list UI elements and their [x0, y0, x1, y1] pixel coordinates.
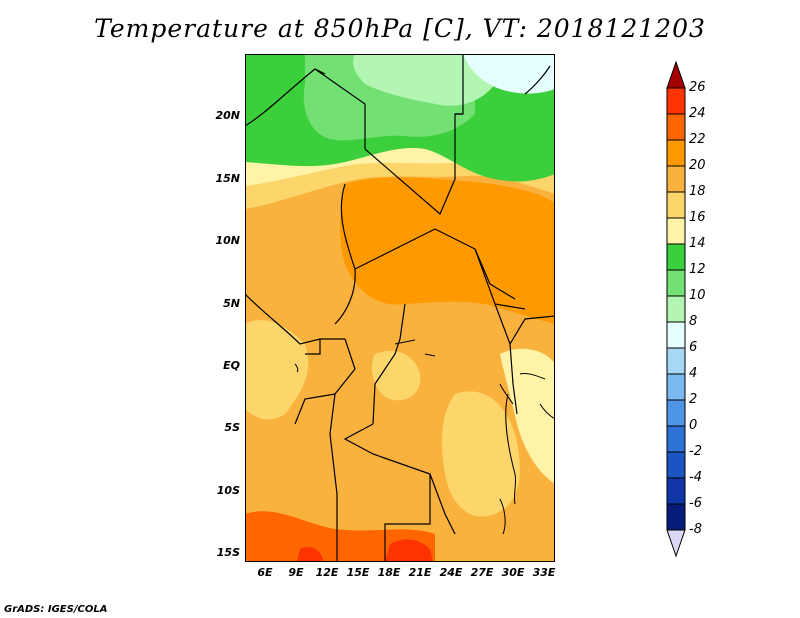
y-tick-5s: 5S — [224, 421, 240, 434]
x-tick-18e: 18E — [377, 566, 401, 579]
field-orange-dark-south — [245, 511, 435, 562]
colorbar-swatch-4-6 — [666, 347, 686, 375]
colorbar-label-6: 6 — [689, 340, 698, 355]
country-borders — [245, 54, 555, 562]
colorbar-top-arrow — [666, 60, 686, 89]
colorbar-label-m6: -6 — [689, 496, 702, 511]
y-tick-15s: 15S — [216, 546, 240, 559]
colorbar-label-14: 14 — [689, 236, 706, 251]
colorbar-swatch-8-10 — [666, 295, 686, 323]
colorbar-label-m4: -4 — [689, 470, 702, 485]
x-tick-15e: 15E — [346, 566, 370, 579]
colorbar-label-10: 10 — [689, 288, 706, 303]
y-tick-15n: 15N — [215, 172, 240, 185]
colorbar-swatch-2-4 — [666, 373, 686, 401]
colorbar-label-4: 4 — [689, 366, 698, 381]
field-orange — [340, 177, 555, 324]
x-tick-30e: 30E — [501, 566, 525, 579]
colorbar-label-24: 24 — [689, 106, 706, 121]
colorbar-swatch-12-14 — [666, 243, 686, 271]
field-yellow-congo — [371, 350, 421, 401]
x-tick-24e: 24E — [439, 566, 463, 579]
colorbar-swatch-20-22 — [666, 139, 686, 167]
x-tick-27e: 27E — [470, 566, 494, 579]
colorbar-bottom-arrow — [666, 529, 686, 558]
field-yellow-east — [442, 391, 520, 517]
colorbar-label-20: 20 — [689, 158, 706, 173]
colorbar-label-12: 12 — [689, 262, 706, 277]
colorbar-swatch-10-12 — [666, 269, 686, 297]
field-red-southwest — [297, 547, 323, 562]
footer-credit: GrADS: IGES/COLA — [4, 604, 108, 615]
temperature-map — [245, 54, 555, 562]
chart-title: Temperature at 850hPa [C], VT: 201812120… — [94, 14, 706, 43]
colorbar-swatch-6-8 — [666, 321, 686, 349]
colorbar-label-16: 16 — [689, 210, 706, 225]
colorbar-swatch-m4-m2 — [666, 451, 686, 479]
colorbar-swatch-0-2 — [666, 399, 686, 427]
x-tick-21e: 21E — [408, 566, 432, 579]
y-tick-10s: 10S — [216, 484, 240, 497]
x-tick-12e: 12E — [315, 566, 339, 579]
coastline — [524, 65, 551, 95]
colorbar-swatch-m6-m4 — [666, 477, 686, 505]
colorbar-swatch-14-16 — [666, 217, 686, 245]
colorbar-label-2: 2 — [689, 392, 698, 407]
colorbar-label-8: 8 — [689, 314, 698, 329]
y-tick-eq: EQ — [223, 359, 240, 372]
colorbar-label-0: 0 — [689, 418, 698, 433]
colorbar-swatch-24-26 — [666, 87, 686, 115]
colorbar-swatch-18-20 — [666, 165, 686, 193]
colorbar-swatch-16-18 — [666, 191, 686, 219]
colorbar-swatch-m2-0 — [666, 425, 686, 453]
colorbar-label-22: 22 — [689, 132, 706, 147]
x-tick-9e: 9E — [288, 566, 304, 579]
field-green-light — [353, 54, 495, 106]
x-tick-6e: 6E — [257, 566, 273, 579]
lakes — [294, 339, 555, 535]
colorbar-swatch-22-24 — [666, 113, 686, 141]
colorbar-swatch-m8-m6 — [666, 503, 686, 531]
colorbar-label-m8: -8 — [689, 522, 702, 537]
field-red-south — [385, 539, 433, 562]
x-tick-33e: 33E — [532, 566, 556, 579]
field-cyan — [463, 54, 555, 94]
colorbar — [666, 60, 686, 558]
y-tick-10n: 10N — [215, 234, 240, 247]
colorbar-label-18: 18 — [689, 184, 706, 199]
field-yellow-light-east — [500, 348, 555, 484]
colorbar-label-m2: -2 — [689, 444, 702, 459]
colorbar-label-26: 26 — [689, 80, 706, 95]
field-yellow-west — [245, 320, 309, 420]
y-tick-5n: 5N — [223, 297, 240, 310]
y-tick-20n: 20N — [215, 109, 240, 122]
